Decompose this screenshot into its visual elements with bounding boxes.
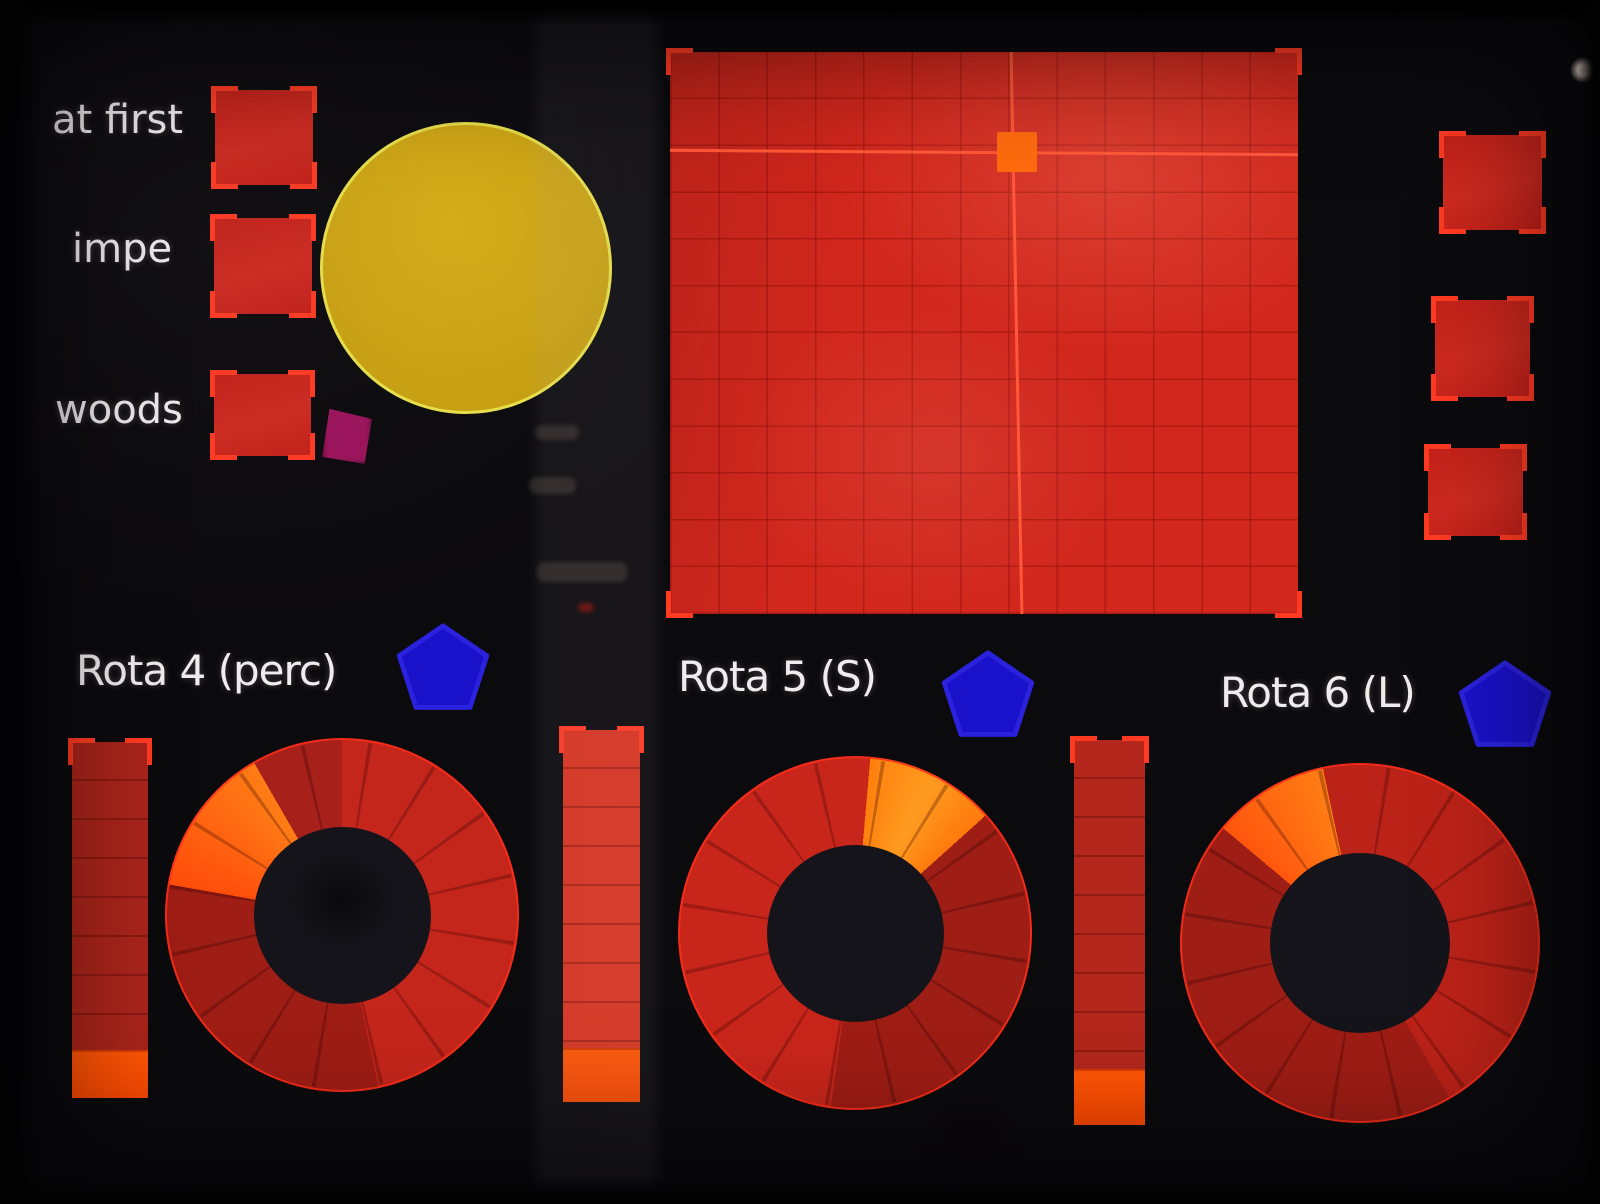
right-button-2[interactable] [1431, 296, 1534, 401]
xy-pad[interactable] [666, 48, 1302, 618]
corner-bracket [288, 370, 315, 397]
rotary-rota-6[interactable] [1180, 763, 1540, 1123]
corner-bracket [288, 433, 315, 460]
corner-bracket [210, 370, 237, 397]
corner-bracket [1431, 374, 1458, 401]
lens-reflection-dot [1570, 57, 1596, 83]
corner-bracket [210, 291, 237, 318]
button-at-first[interactable] [211, 86, 317, 189]
label-rota-4: Rota 4 (perc) [76, 646, 337, 695]
corner-bracket [1507, 374, 1534, 401]
corner-bracket [68, 738, 95, 765]
label-woods: woods [55, 387, 183, 433]
corner-bracket [1424, 444, 1451, 471]
fader-value-block [72, 1049, 148, 1098]
fader-rota-4[interactable] [68, 738, 152, 1098]
corner-bracket [1500, 444, 1527, 471]
corner-bracket [1275, 48, 1302, 75]
right-button-1[interactable] [1439, 131, 1546, 234]
corner-bracket [211, 86, 238, 113]
corner-bracket [1122, 736, 1149, 763]
corner-bracket [1431, 296, 1458, 323]
label-rota-5: Rota 5 (S) [678, 652, 877, 701]
pentagon-button-3[interactable] [1457, 659, 1553, 755]
xy-handle[interactable] [996, 132, 1037, 173]
label-impe: impe [72, 226, 173, 272]
pentagon-icon [396, 623, 490, 710]
yellow-circle-button[interactable] [320, 122, 612, 414]
rotary-rota-5[interactable] [678, 756, 1032, 1110]
fader-track [563, 730, 640, 1102]
pentagon-button-1[interactable] [395, 622, 491, 718]
pentagon-icon [1458, 660, 1552, 747]
reflection-dash [537, 562, 627, 582]
rotary-center-hole [253, 826, 431, 1004]
rotary-rota-4[interactable] [165, 738, 519, 1092]
corner-bracket [210, 214, 237, 241]
corner-bracket [1424, 513, 1451, 540]
corner-bracket [666, 591, 693, 618]
fader-value-block [563, 1047, 640, 1102]
corner-bracket [666, 48, 693, 75]
right-button-3[interactable] [1424, 444, 1527, 540]
fader-rota-5[interactable] [559, 726, 644, 1102]
magenta-reflection [322, 408, 372, 464]
button-impe[interactable] [210, 214, 316, 318]
corner-bracket [1519, 131, 1546, 158]
corner-bracket [617, 726, 644, 753]
label-at-first: at first [52, 97, 184, 143]
corner-bracket [290, 86, 317, 113]
corner-bracket [289, 291, 316, 318]
rotary-center-hole [1270, 853, 1450, 1033]
rotary-center-hole [766, 844, 944, 1022]
reflection-dash [529, 477, 576, 494]
corner-bracket [210, 433, 237, 460]
corner-bracket [1275, 591, 1302, 618]
button-woods[interactable] [210, 370, 315, 460]
reflection-red-dot [578, 603, 594, 612]
corner-bracket [211, 162, 238, 189]
corner-bracket [559, 726, 586, 753]
fader-track [72, 742, 148, 1098]
corner-bracket [125, 738, 152, 765]
corner-bracket [289, 214, 316, 241]
corner-bracket [1500, 513, 1527, 540]
pentagon-button-2[interactable] [940, 649, 1036, 745]
pentagon-icon [941, 650, 1035, 737]
corner-bracket [1070, 736, 1097, 763]
reflection-dash [535, 425, 579, 440]
fader-value-block [1074, 1069, 1145, 1125]
xy-sheen-reflection [670, 52, 1298, 614]
corner-bracket [1507, 296, 1534, 323]
corner-bracket [1519, 207, 1546, 234]
corner-bracket [1439, 207, 1466, 234]
corner-bracket [290, 162, 317, 189]
label-rota-6: Rota 6 (L) [1220, 668, 1416, 717]
fader-track [1074, 740, 1145, 1125]
fader-rota-6[interactable] [1070, 736, 1149, 1125]
corner-bracket [1439, 131, 1466, 158]
